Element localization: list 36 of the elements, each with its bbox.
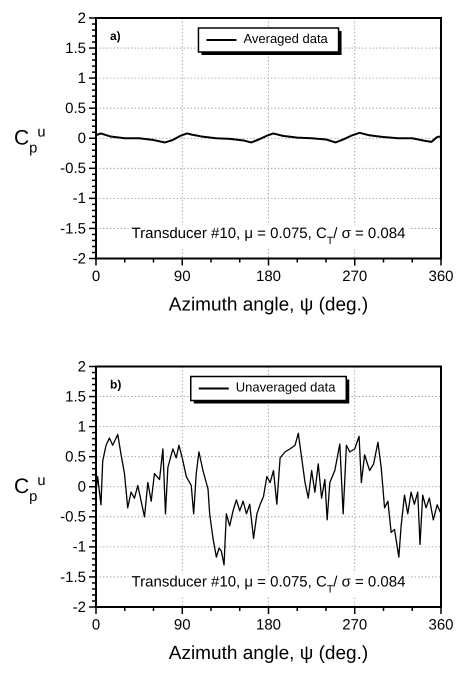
- y-tick-label: 2: [78, 358, 86, 376]
- y-tick-label: -2: [72, 250, 86, 268]
- x-tick-label: 90: [174, 616, 191, 634]
- legend-label: Unaveraged data: [236, 380, 336, 395]
- annotation: b): [110, 378, 122, 392]
- x-tick-label: 90: [174, 268, 191, 286]
- annotation: Transducer #10, μ = 0.075, C$_{T}$/ σ = 0.084: [132, 574, 406, 596]
- x-tick-label: 180: [256, 268, 282, 286]
- y-tick-label: 0: [78, 130, 86, 148]
- y-tick-label: 1.5: [65, 40, 86, 57]
- y-tick-label: -1: [72, 190, 86, 208]
- x-tick-label: 360: [428, 616, 454, 634]
- y-tick-label: -0.5: [60, 508, 86, 526]
- x-tick-label: 360: [428, 268, 454, 286]
- x-tick-label: 0: [92, 616, 100, 634]
- x-tick-label: 270: [342, 268, 368, 286]
- y-tick-label: 1.5: [65, 388, 86, 406]
- x-axis-title: Azimuth angle, ψ (deg.): [168, 294, 368, 316]
- x-axis-title: Azimuth angle, ψ (deg.): [168, 643, 368, 664]
- x-tick-label: 180: [256, 616, 282, 634]
- x-tick-label: 270: [342, 616, 368, 634]
- y-tick-label: -1: [72, 538, 86, 556]
- y-tick-label: -1.5: [60, 220, 86, 238]
- annotation: Transducer #10, μ = 0.075, C$_{T}$/ σ = 0.084: [132, 225, 406, 248]
- y-tick-label: 0.5: [65, 100, 86, 117]
- y-tick-label: -1.5: [60, 568, 86, 586]
- y-tick-label: 0: [78, 478, 86, 496]
- legend-label: Averaged data: [243, 31, 329, 46]
- y-tick-label: -0.5: [60, 160, 86, 178]
- y-tick-label: 1: [78, 70, 86, 87]
- y-tick-label: -2: [72, 598, 86, 616]
- y-tick-label: 0.5: [65, 448, 86, 466]
- x-tick-label: 0: [92, 268, 100, 286]
- y-tick-label: 1: [78, 418, 86, 436]
- y-tick-label: 2: [78, 10, 86, 27]
- annotation: a): [110, 29, 121, 43]
